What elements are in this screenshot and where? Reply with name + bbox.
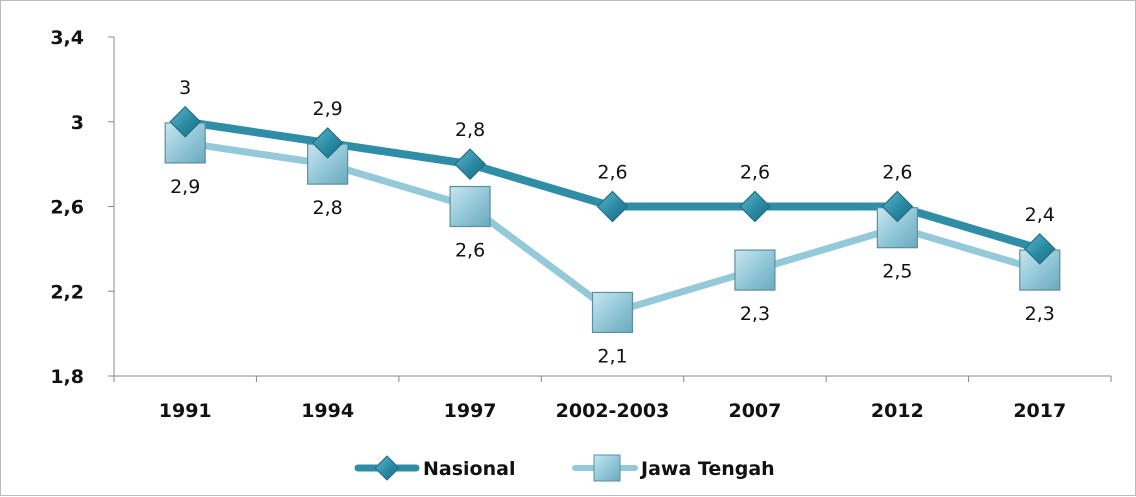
marker-jawa-tengah [734,249,776,291]
x-tick-label: 2017 [1013,400,1066,422]
marker-nasional [881,190,914,223]
legend-label-nasional: Nasional [423,458,515,480]
data-label-jawa-tengah: 2,1 [597,345,627,367]
data-label-jawa-tengah: 2,3 [740,303,770,325]
axes: 1,8 2,2 2,6 3 3,4 1991 1994 1997 2002-2003 2007 20… [50,27,1112,422]
data-label-jawa-tengah: 2,6 [455,240,485,262]
legend-marker-nasional [374,455,400,481]
marker-jawa-tengah [449,185,491,228]
marker-jawa-tengah [591,291,634,334]
legend-marker-jawa-tengah [593,454,621,482]
marker-nasional [739,190,771,223]
marker-nasional [454,148,486,180]
data-label-jawa-tengah: 2,9 [170,176,200,198]
data-label-nasional: 2,9 [313,98,343,120]
x-tick-label: 2007 [728,400,781,422]
legend-label-jawa-tengah: Jawa Tengah [639,458,775,480]
x-tick-label: 1991 [159,400,212,422]
data-label-nasional: 2,4 [1025,204,1055,226]
data-label-nasional: 3 [179,77,191,99]
data-labels: 3 2,9 2,8 2,6 2,6 2,6 2,4 2,9 2,8 2,6 2,1 2,3 2,5 2,3 [170,77,1055,368]
y-tick-label: 2,2 [50,281,84,303]
x-tick-label: 1997 [444,400,497,422]
data-label-nasional: 2,6 [882,162,912,184]
legend: Nasional Jawa Tengah [354,454,775,482]
marker-nasional [1023,233,1056,265]
x-tick-label: 1994 [301,400,354,422]
data-label-jawa-tengah: 2,5 [882,261,912,283]
marker-nasional [596,190,629,223]
y-tick-label: 3,4 [50,27,84,49]
data-label-nasional: 2,6 [597,162,627,184]
y-tick-label: 2,6 [50,197,84,219]
data-label-jawa-tengah: 2,8 [313,197,343,219]
data-label-nasional: 2,8 [455,119,485,141]
y-tick-label: 1,8 [50,366,84,388]
x-tick-label: 2012 [871,400,924,422]
data-label-jawa-tengah: 2,3 [1025,303,1055,325]
x-tick-label: 2002-2003 [556,400,670,422]
series-markers [164,105,1061,334]
y-tick-label: 3 [71,112,84,134]
marker-nasional [169,105,202,138]
data-label-nasional: 2,6 [740,162,770,184]
marker-nasional [311,127,344,159]
